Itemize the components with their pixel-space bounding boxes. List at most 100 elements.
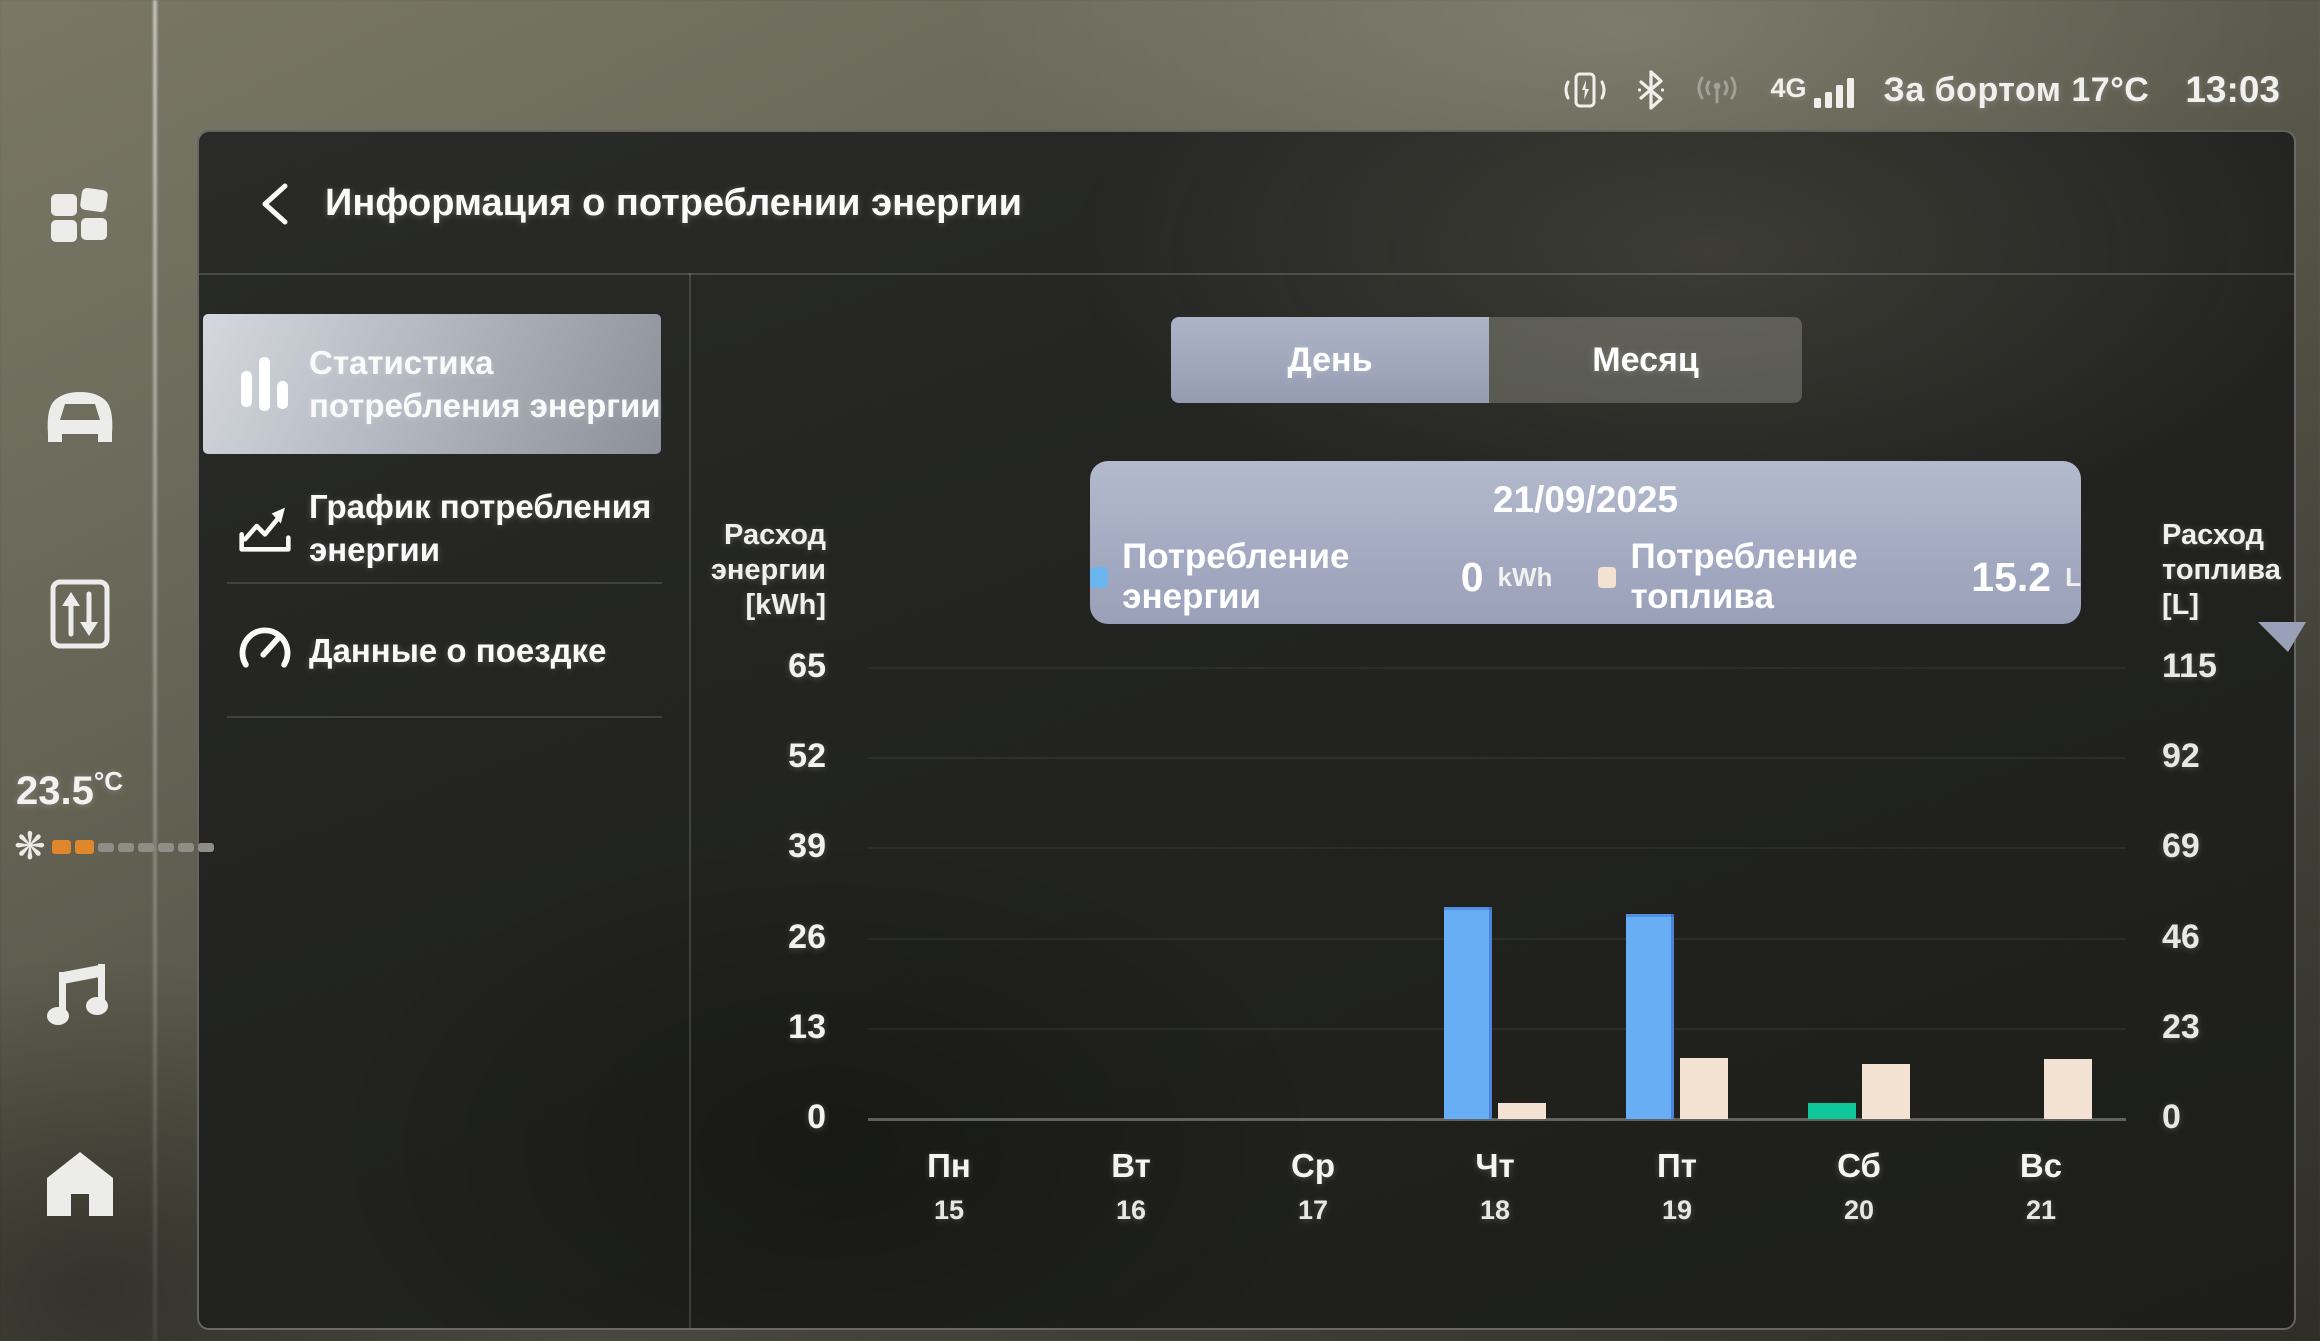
x-axis-date-label: 16 bbox=[1115, 1195, 1147, 1225]
screen-bezel-line bbox=[153, 0, 157, 1341]
car-icon[interactable] bbox=[38, 372, 122, 457]
chart-bar[interactable] bbox=[2044, 1059, 2092, 1119]
gridline bbox=[868, 757, 2126, 760]
outside-temp-label: За бортом 17°C bbox=[1883, 70, 2150, 109]
signal-bars-icon bbox=[1813, 77, 1854, 108]
status-bar: 4G За бортом 17°C 13:03 bbox=[1562, 58, 2280, 122]
chart-tooltip: 21/09/2025 Потребление энергии 0 kWh Пот… bbox=[1090, 461, 2306, 652]
left-axis-caption: Расход энергии [kWh] bbox=[710, 519, 826, 621]
x-axis-day-label: Сб bbox=[1837, 1147, 1881, 1184]
x-axis-date-label: 18 bbox=[1479, 1195, 1511, 1225]
energy-info-panel: Информация о потреблении энергии Статист… bbox=[197, 130, 2306, 1330]
left-axis-tick: 26 bbox=[788, 917, 826, 956]
x-axis-date-label: 19 bbox=[1661, 1195, 1693, 1225]
x-axis-day-label: Вт bbox=[1111, 1147, 1151, 1184]
clock: 13:03 bbox=[2185, 69, 2280, 110]
bar-chart-icon bbox=[235, 349, 295, 420]
chart: Расход энергии [kWh] Расход топлива [L] … bbox=[199, 132, 2294, 1328]
energy-swatch-icon bbox=[1090, 566, 1109, 588]
home-icon[interactable] bbox=[41, 1146, 119, 1227]
tooltip-energy-value: 0 bbox=[1460, 553, 1484, 600]
gridline bbox=[868, 1118, 2126, 1121]
fan-speed-indicator[interactable]: ❋ bbox=[14, 828, 214, 866]
right-axis-tick: 92 bbox=[2162, 737, 2200, 776]
cabin-temp-unit: °C bbox=[93, 766, 124, 796]
x-axis-day-label: Ср bbox=[1291, 1147, 1335, 1184]
x-axis-day-label: Чт bbox=[1475, 1147, 1515, 1184]
menu-item-trip-data[interactable]: Данные о поездке bbox=[203, 600, 661, 700]
tooltip-fuel-unit: L bbox=[2065, 561, 2081, 592]
left-axis-tick: 65 bbox=[788, 647, 826, 685]
menu-item-label: Статистика потребления энергии bbox=[309, 344, 661, 424]
menu-divider bbox=[227, 582, 662, 584]
gridline bbox=[868, 937, 2126, 940]
gauge-icon bbox=[235, 618, 295, 683]
right-axis-tick: 115 bbox=[2162, 647, 2217, 685]
menu-item-energy-graph[interactable]: График потребления энергии bbox=[203, 468, 661, 588]
phone-charging-icon bbox=[1562, 70, 1608, 110]
x-axis-date-label: 15 bbox=[933, 1195, 965, 1225]
fan-icon: ❋ bbox=[14, 826, 46, 868]
x-axis-date-label: 21 bbox=[2025, 1195, 2057, 1225]
x-axis-day-label: Пт bbox=[1657, 1147, 1697, 1184]
fan-segment bbox=[74, 840, 94, 854]
menu-item-energy-statistics[interactable]: Статистика потребления энергии bbox=[203, 314, 661, 454]
x-axis-day-label: Вс bbox=[2019, 1147, 2063, 1184]
hotspot-icon bbox=[1694, 72, 1740, 108]
back-button[interactable] bbox=[255, 182, 295, 226]
fan-segment bbox=[97, 842, 114, 852]
period-tabs: День Месяц bbox=[1171, 317, 1802, 403]
menu-divider bbox=[227, 716, 662, 718]
right-axis-tick: 46 bbox=[2162, 917, 2200, 956]
right-axis-caption: Расход топлива [L] bbox=[2162, 519, 2281, 621]
energy-flow-icon[interactable] bbox=[47, 576, 113, 657]
fan-segment bbox=[51, 840, 71, 854]
bluetooth-icon bbox=[1638, 70, 1665, 110]
tooltip-fuel-label: Потребление топлива bbox=[1630, 537, 1858, 616]
tooltip-fuel-item: Потребление топлива 15.2 L bbox=[1598, 537, 2081, 617]
x-axis-date-label: 17 bbox=[1297, 1195, 1329, 1225]
tooltip-energy-label: Потребление энергии bbox=[1122, 537, 1350, 616]
tab-day[interactable]: День bbox=[1171, 317, 1489, 403]
left-axis-tick: 0 bbox=[807, 1098, 826, 1136]
menu-item-label: Данные о поездке bbox=[309, 631, 607, 669]
left-axis-tick: 39 bbox=[788, 827, 826, 866]
gridline bbox=[868, 1027, 2126, 1030]
right-axis-tick: 69 bbox=[2162, 827, 2200, 866]
tooltip-date: 21/09/2025 bbox=[1492, 479, 1679, 520]
chart-bar[interactable] bbox=[1444, 907, 1492, 1119]
network-type-label: 4G bbox=[1770, 72, 1807, 103]
chart-bar[interactable] bbox=[1498, 1103, 1546, 1119]
fan-segment bbox=[177, 842, 194, 852]
chart-bar[interactable] bbox=[1680, 1058, 1728, 1119]
right-axis-tick: 0 bbox=[2162, 1098, 2181, 1136]
app-grid-icon[interactable] bbox=[47, 186, 113, 257]
chart-bar[interactable] bbox=[1626, 914, 1674, 1119]
x-axis-day-label: Пн bbox=[927, 1147, 971, 1184]
left-axis-tick: 13 bbox=[788, 1007, 826, 1046]
tooltip-fuel-value: 15.2 bbox=[1971, 553, 2052, 600]
fan-segment bbox=[157, 842, 174, 852]
menu-content-divider bbox=[689, 273, 691, 1328]
chart-bar[interactable] bbox=[1862, 1064, 1910, 1119]
line-chart-icon bbox=[235, 493, 295, 564]
fan-segment bbox=[117, 842, 134, 852]
right-axis-tick: 23 bbox=[2162, 1007, 2200, 1046]
cabin-temp-display[interactable]: 23.5°C bbox=[16, 766, 123, 814]
menu-item-label: График потребления энергии bbox=[309, 488, 652, 568]
side-dock: 23.5°C ❋ bbox=[0, 0, 214, 1341]
gridline bbox=[868, 667, 2126, 669]
tooltip-energy-unit: kWh bbox=[1497, 561, 1553, 592]
signal-icon: 4G bbox=[1770, 72, 1854, 108]
page-title: Информация о потреблении энергии bbox=[325, 182, 1022, 224]
tooltip-energy-item: Потребление энергии 0 kWh bbox=[1090, 537, 1552, 617]
x-axis-date-label: 20 bbox=[1843, 1195, 1875, 1225]
music-icon[interactable] bbox=[45, 958, 115, 1039]
chart-bar[interactable] bbox=[1808, 1103, 1856, 1119]
fan-segment bbox=[137, 842, 154, 852]
panel-header: Информация о потреблении энергии bbox=[199, 132, 2294, 275]
tab-month[interactable]: Месяц bbox=[1489, 317, 1802, 403]
left-axis-tick: 52 bbox=[788, 737, 826, 776]
cabin-temp-value: 23.5 bbox=[16, 769, 94, 813]
